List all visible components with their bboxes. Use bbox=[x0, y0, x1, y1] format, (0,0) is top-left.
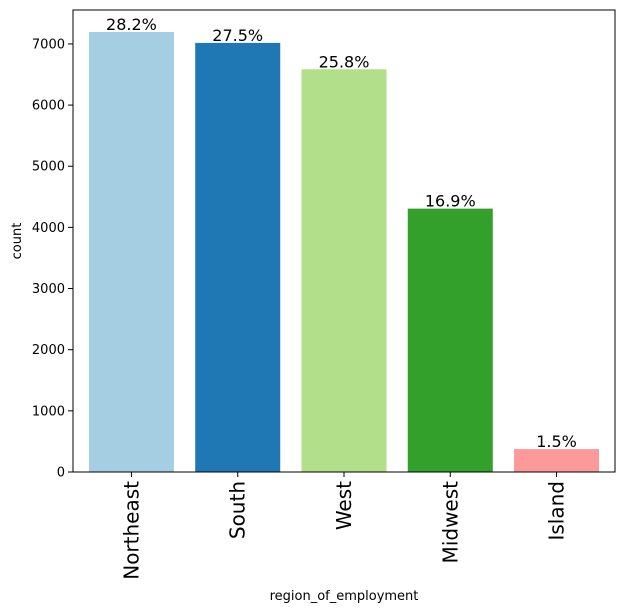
bar-south bbox=[195, 42, 281, 472]
bar-label-northeast: 28.2% bbox=[106, 15, 157, 34]
y-tick-label: 3000 bbox=[32, 282, 65, 297]
x-axis: Northeast South West Midwest Island bbox=[119, 472, 569, 580]
bar-west bbox=[301, 69, 387, 472]
x-tick-label-south: South bbox=[226, 481, 250, 539]
bar-label-west: 25.8% bbox=[319, 52, 370, 71]
x-tick-label-midwest: Midwest bbox=[438, 481, 462, 564]
y-tick-label: 0 bbox=[57, 466, 65, 481]
bar-island bbox=[514, 449, 600, 472]
bar-northeast bbox=[88, 32, 174, 473]
y-tick-label: 5000 bbox=[32, 160, 65, 175]
y-tick-label: 2000 bbox=[32, 343, 65, 358]
x-tick-label-west: West bbox=[332, 481, 356, 530]
x-axis-title: region_of_employment bbox=[270, 589, 419, 604]
bars-group bbox=[88, 32, 600, 473]
x-tick-label-northeast: Northeast bbox=[119, 481, 143, 580]
bar-label-south: 27.5% bbox=[212, 26, 263, 45]
y-tick-label: 7000 bbox=[32, 37, 65, 52]
y-axis: 0 1000 2000 3000 4000 5000 6000 7000 bbox=[32, 37, 73, 481]
y-tick-label: 1000 bbox=[32, 404, 65, 419]
y-axis-title: count bbox=[10, 223, 25, 260]
bar-label-midwest: 16.9% bbox=[425, 192, 476, 211]
bar-label-island: 1.5% bbox=[536, 432, 577, 451]
y-tick-label: 4000 bbox=[32, 221, 65, 236]
x-tick-label-island: Island bbox=[545, 481, 569, 541]
percentage-labels-group: 28.2% 27.5% 25.8% 16.9% 1.5% bbox=[106, 15, 577, 451]
y-tick-label: 6000 bbox=[32, 99, 65, 114]
bar-midwest bbox=[407, 208, 493, 473]
